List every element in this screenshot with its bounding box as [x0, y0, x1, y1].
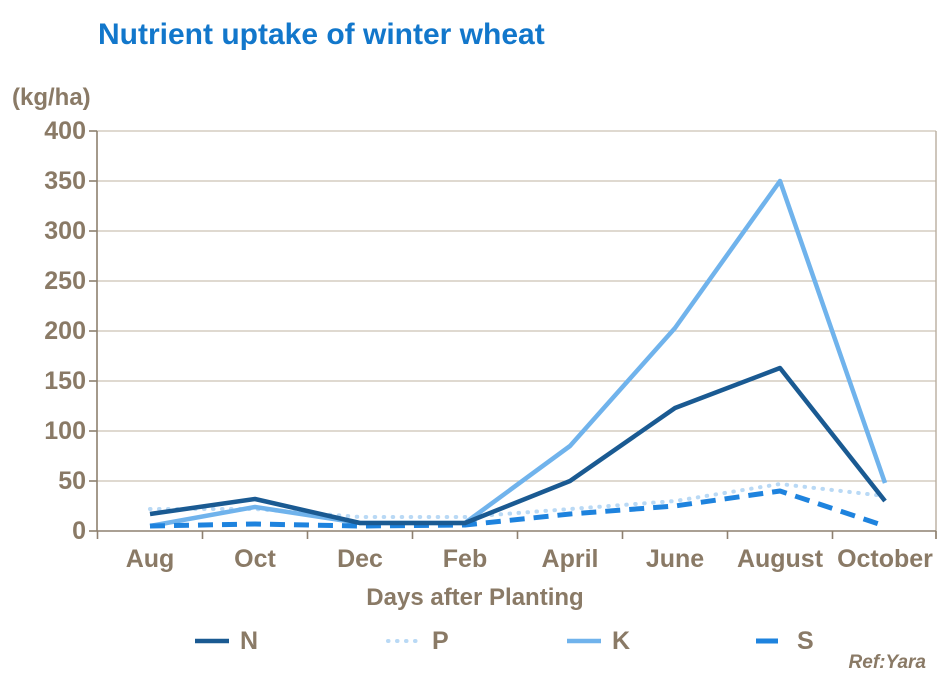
series-line-s	[149, 488, 886, 529]
y-axis-tick-label: 300	[44, 217, 86, 245]
legend-swatch-dotted-icon	[386, 639, 422, 643]
x-axis-tick-label: Dec	[337, 545, 383, 573]
series-line-k	[149, 178, 888, 529]
x-axis-title: Days after Planting	[366, 584, 584, 611]
series-line-p	[148, 482, 887, 519]
y-axis-tick-label: 50	[58, 467, 86, 495]
y-axis-tick-label: 150	[44, 367, 86, 395]
y-axis-tick-label: 100	[44, 417, 86, 445]
x-axis-tick-label: Feb	[442, 545, 488, 573]
reference-credit: Ref:Yara	[848, 652, 926, 673]
y-axis-tick-label: 250	[44, 267, 86, 295]
y-axis-tick-label: 200	[44, 317, 86, 345]
legend-swatch-dashed-icon	[756, 638, 778, 644]
chart-title: Nutrient uptake of winter wheat	[98, 18, 545, 51]
x-axis-tick-label: October	[837, 545, 933, 573]
legend-item-p: P	[385, 624, 449, 658]
y-axis-tick-label: 0	[72, 517, 86, 545]
y-axis-tick-label: 400	[44, 117, 86, 145]
legend-label: N	[240, 626, 259, 655]
legend-label: K	[612, 626, 631, 655]
series-line-n	[149, 365, 887, 526]
x-axis-tick-label: Aug	[125, 545, 175, 573]
legend-item-n: N	[193, 624, 258, 658]
legend-swatch-solid-icon	[567, 638, 601, 644]
x-axis-tick-label: August	[736, 545, 824, 573]
x-axis-tick-label: June	[645, 545, 705, 573]
legend-label: S	[797, 626, 814, 655]
legend-label: P	[432, 626, 449, 655]
x-axis-tick-label: Oct	[234, 545, 276, 573]
legend-item-k: K	[565, 624, 630, 658]
legend-swatch-solid-icon	[195, 638, 229, 644]
legend-item-s: S	[750, 624, 814, 658]
x-axis-tick-label: April	[541, 545, 599, 573]
y-axis-unit-label: (kg/ha)	[12, 84, 91, 111]
y-axis-tick-label: 350	[44, 167, 86, 195]
